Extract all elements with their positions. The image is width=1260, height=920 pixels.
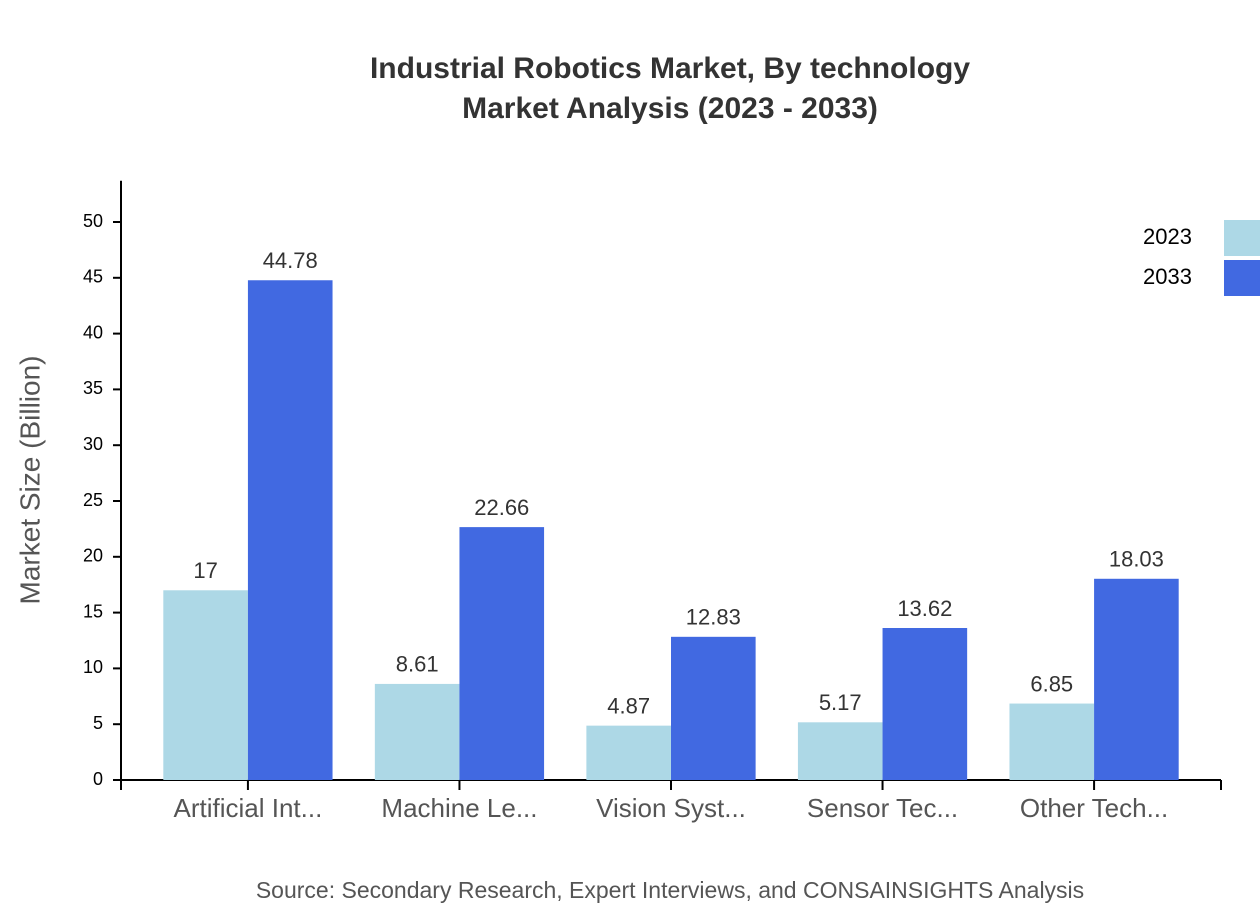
x-tick-label: Vision Syst... bbox=[596, 793, 746, 823]
value-label: 17 bbox=[193, 558, 217, 583]
x-tick-label: Artificial Int... bbox=[174, 793, 323, 823]
y-tick-label: 30 bbox=[83, 434, 103, 454]
bar bbox=[247, 280, 333, 780]
bar bbox=[797, 722, 883, 780]
legend-label: 2023 bbox=[1143, 224, 1192, 249]
value-label: 12.83 bbox=[686, 605, 741, 630]
y-tick-label: 45 bbox=[83, 267, 103, 287]
y-tick-label: 50 bbox=[83, 211, 103, 231]
value-label: 8.61 bbox=[396, 652, 439, 677]
chart-title: Industrial Robotics Market, By technolog… bbox=[370, 52, 970, 85]
y-axis-label: Market Size (Billion) bbox=[14, 356, 45, 605]
value-label: 6.85 bbox=[1030, 671, 1073, 696]
legend-label: 2033 bbox=[1143, 264, 1192, 289]
y-tick-label: 5 bbox=[93, 713, 103, 733]
y-tick-label: 20 bbox=[83, 546, 103, 566]
y-tick-label: 25 bbox=[83, 490, 103, 510]
bar bbox=[1094, 578, 1179, 780]
bar bbox=[163, 590, 248, 780]
bar bbox=[374, 683, 460, 780]
y-tick-label: 10 bbox=[83, 657, 103, 677]
bar bbox=[882, 628, 968, 780]
value-label: 5.17 bbox=[819, 690, 862, 715]
bar bbox=[459, 527, 545, 780]
value-label: 22.66 bbox=[474, 495, 529, 520]
source-note: Source: Secondary Research, Expert Inter… bbox=[256, 877, 1084, 903]
y-tick-label: 40 bbox=[83, 322, 103, 342]
y-tick-label: 15 bbox=[83, 601, 103, 621]
chart-subtitle: Market Analysis (2023 - 2033) bbox=[462, 92, 878, 125]
y-tick-label: 0 bbox=[93, 769, 103, 789]
bar bbox=[586, 725, 671, 780]
x-tick-label: Sensor Tec... bbox=[807, 793, 958, 823]
bar bbox=[1009, 703, 1095, 780]
legend-swatch bbox=[1224, 260, 1260, 296]
value-label: 44.78 bbox=[263, 248, 318, 273]
value-label: 4.87 bbox=[607, 693, 650, 718]
bar bbox=[671, 636, 756, 780]
value-label: 18.03 bbox=[1109, 547, 1164, 572]
value-label: 13.62 bbox=[897, 596, 952, 621]
x-tick-label: Other Tech... bbox=[1020, 793, 1168, 823]
y-tick-label: 35 bbox=[83, 378, 103, 398]
legend-swatch bbox=[1224, 220, 1260, 256]
x-tick-label: Machine Le... bbox=[381, 793, 537, 823]
